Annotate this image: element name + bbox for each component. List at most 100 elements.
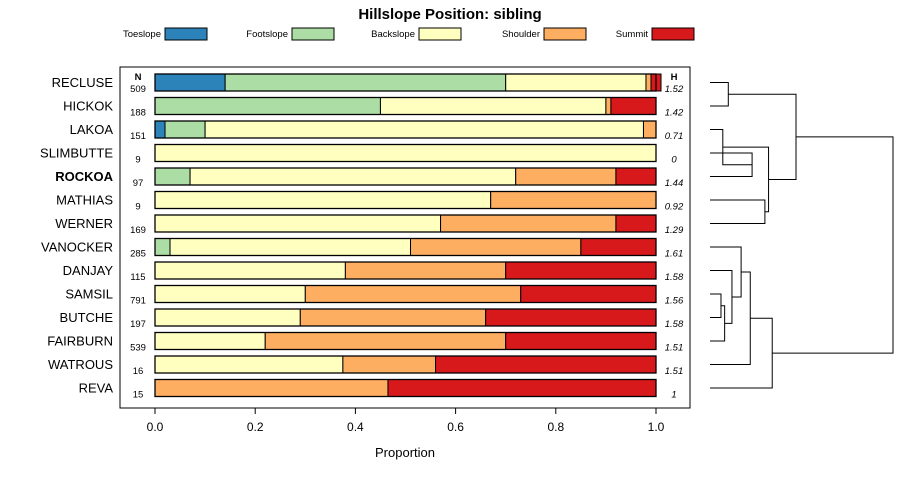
h-value: 1.58 bbox=[665, 272, 684, 283]
legend-swatch-footslope bbox=[291, 27, 335, 41]
row-samsil: SAMSIL 791 1.56 bbox=[65, 284, 684, 307]
bar-segment-shoulder bbox=[440, 214, 617, 233]
bar-segment-shoulder bbox=[645, 73, 652, 92]
bar-outline bbox=[154, 261, 657, 280]
bar-segment-backslope bbox=[154, 355, 344, 374]
bar-outline bbox=[154, 73, 657, 92]
h-value: 1.44 bbox=[665, 178, 684, 189]
legend-label-footslope: Footslope bbox=[246, 29, 288, 40]
n-value: 791 bbox=[130, 296, 146, 307]
row-lakoa: LAKOA 151 0.71 bbox=[70, 120, 684, 142]
bar-outline bbox=[154, 237, 657, 257]
bar-segment-backslope bbox=[379, 97, 607, 115]
row-fairburn: FAIRBURN 539 1.51 bbox=[47, 331, 684, 354]
row-mathias: MATHIAS 9 0.92 bbox=[56, 190, 684, 213]
bar-segment-summit bbox=[610, 97, 657, 115]
x-axis-label: Proportion bbox=[375, 445, 435, 460]
bar-segment-summit bbox=[485, 308, 657, 327]
bar-outline bbox=[154, 355, 657, 374]
row-hickok: HICKOK 188 1.42 bbox=[63, 96, 684, 119]
dendrogram-link bbox=[728, 93, 797, 180]
bar-outline bbox=[154, 120, 657, 139]
n-value: 509 bbox=[130, 84, 146, 95]
h-value: 1.61 bbox=[665, 249, 684, 260]
bar-segment-footslope bbox=[154, 238, 171, 256]
row-label: HICKOK bbox=[63, 99, 113, 114]
x-tick-label: 0.2 bbox=[247, 420, 264, 434]
bar-segment-summit bbox=[615, 214, 657, 233]
legend-swatch-shoulder bbox=[543, 27, 587, 41]
h-value: 1.58 bbox=[665, 319, 684, 330]
h-value: 1 bbox=[671, 390, 676, 401]
bar-outline bbox=[154, 378, 657, 398]
h-value: 0.92 bbox=[665, 202, 684, 213]
row-label: WATROUS bbox=[48, 357, 113, 372]
bar-segment-shoulder bbox=[299, 308, 487, 327]
bar-segment-shoulder bbox=[154, 379, 389, 397]
legend-label-backslope: Backslope bbox=[371, 29, 415, 40]
bar-outline bbox=[154, 214, 657, 233]
n-value: 97 bbox=[133, 178, 144, 189]
bar-segment-shoulder bbox=[410, 238, 582, 256]
bar-segment-summit bbox=[520, 285, 657, 303]
dendrogram bbox=[710, 82, 894, 389]
bar-segment-backslope bbox=[154, 332, 266, 350]
row-label: REVA bbox=[79, 381, 114, 396]
row-slimbutte: SLIMBUTTE 9 0 bbox=[40, 143, 677, 166]
row-label: LAKOA bbox=[70, 122, 114, 137]
bar-segment-backslope bbox=[505, 73, 647, 92]
row-label: SAMSIL bbox=[65, 287, 113, 302]
bar-segment-shoulder bbox=[490, 191, 657, 209]
n-value: 197 bbox=[130, 319, 146, 330]
bar-outline bbox=[154, 284, 657, 304]
bar-segment-footslope bbox=[164, 120, 206, 139]
bar-segment-summit bbox=[435, 355, 657, 374]
bar-segment-backslope bbox=[154, 191, 492, 209]
dendrogram-link bbox=[710, 199, 766, 224]
h-value: 1.51 bbox=[665, 343, 684, 354]
row-label: SLIMBUTTE bbox=[40, 146, 113, 161]
bar-segment-backslope bbox=[154, 144, 657, 162]
legend: Toeslope Footslope Backslope Shoulder Summit bbox=[123, 27, 695, 41]
bar-segment-backslope bbox=[154, 261, 346, 280]
bar-segment-summit bbox=[615, 167, 657, 186]
row-label: RECLUSE bbox=[52, 75, 114, 90]
row-recluse: RECLUSE 509 1.52 bbox=[52, 73, 684, 95]
x-tick-label: 0.6 bbox=[447, 420, 464, 434]
chart-title: Hillslope Position: sibling bbox=[358, 6, 541, 23]
bar-segment-shoulder bbox=[342, 355, 437, 374]
row-danjay: DANJAY 115 1.58 bbox=[63, 261, 684, 283]
bar-segment-summit bbox=[580, 238, 657, 256]
n-column-header: N bbox=[135, 72, 142, 83]
bar-segment-backslope bbox=[204, 120, 644, 139]
n-value: 188 bbox=[130, 108, 146, 119]
h-value: 1.56 bbox=[665, 296, 684, 307]
bar-segment-shoulder bbox=[642, 120, 657, 139]
row-vanocker: VANOCKER 285 1.61 bbox=[41, 237, 684, 260]
bar-segment-shoulder bbox=[515, 167, 617, 186]
dendrogram-link bbox=[710, 317, 773, 389]
row-label: VANOCKER bbox=[41, 240, 113, 255]
h-value: 0.71 bbox=[665, 131, 684, 142]
bar-segment-backslope bbox=[154, 214, 442, 233]
n-value: 9 bbox=[135, 155, 140, 166]
x-tick-label: 0.0 bbox=[147, 420, 164, 434]
row-label: DANJAY bbox=[63, 263, 114, 278]
row-label: ROCKOA bbox=[55, 169, 113, 184]
n-value: 15 bbox=[133, 390, 144, 401]
bar-segment-shoulder bbox=[605, 97, 612, 115]
bar-segment-summit bbox=[505, 332, 657, 350]
plot-frame bbox=[119, 66, 691, 409]
bar-segment-shoulder bbox=[344, 261, 507, 280]
row-werner: WERNER 169 1.29 bbox=[55, 214, 684, 236]
legend-label-summit: Summit bbox=[616, 29, 649, 40]
h-value: 1.42 bbox=[665, 108, 684, 119]
dendrogram-link bbox=[710, 293, 722, 318]
bar-segment-backslope bbox=[169, 238, 412, 256]
dendrogram-link bbox=[710, 271, 751, 365]
n-value: 539 bbox=[130, 343, 146, 354]
dendrogram-link bbox=[710, 246, 742, 298]
h-value: 1.52 bbox=[665, 84, 684, 95]
bar-outline bbox=[154, 190, 657, 210]
x-tick-label: 0.8 bbox=[547, 420, 564, 434]
